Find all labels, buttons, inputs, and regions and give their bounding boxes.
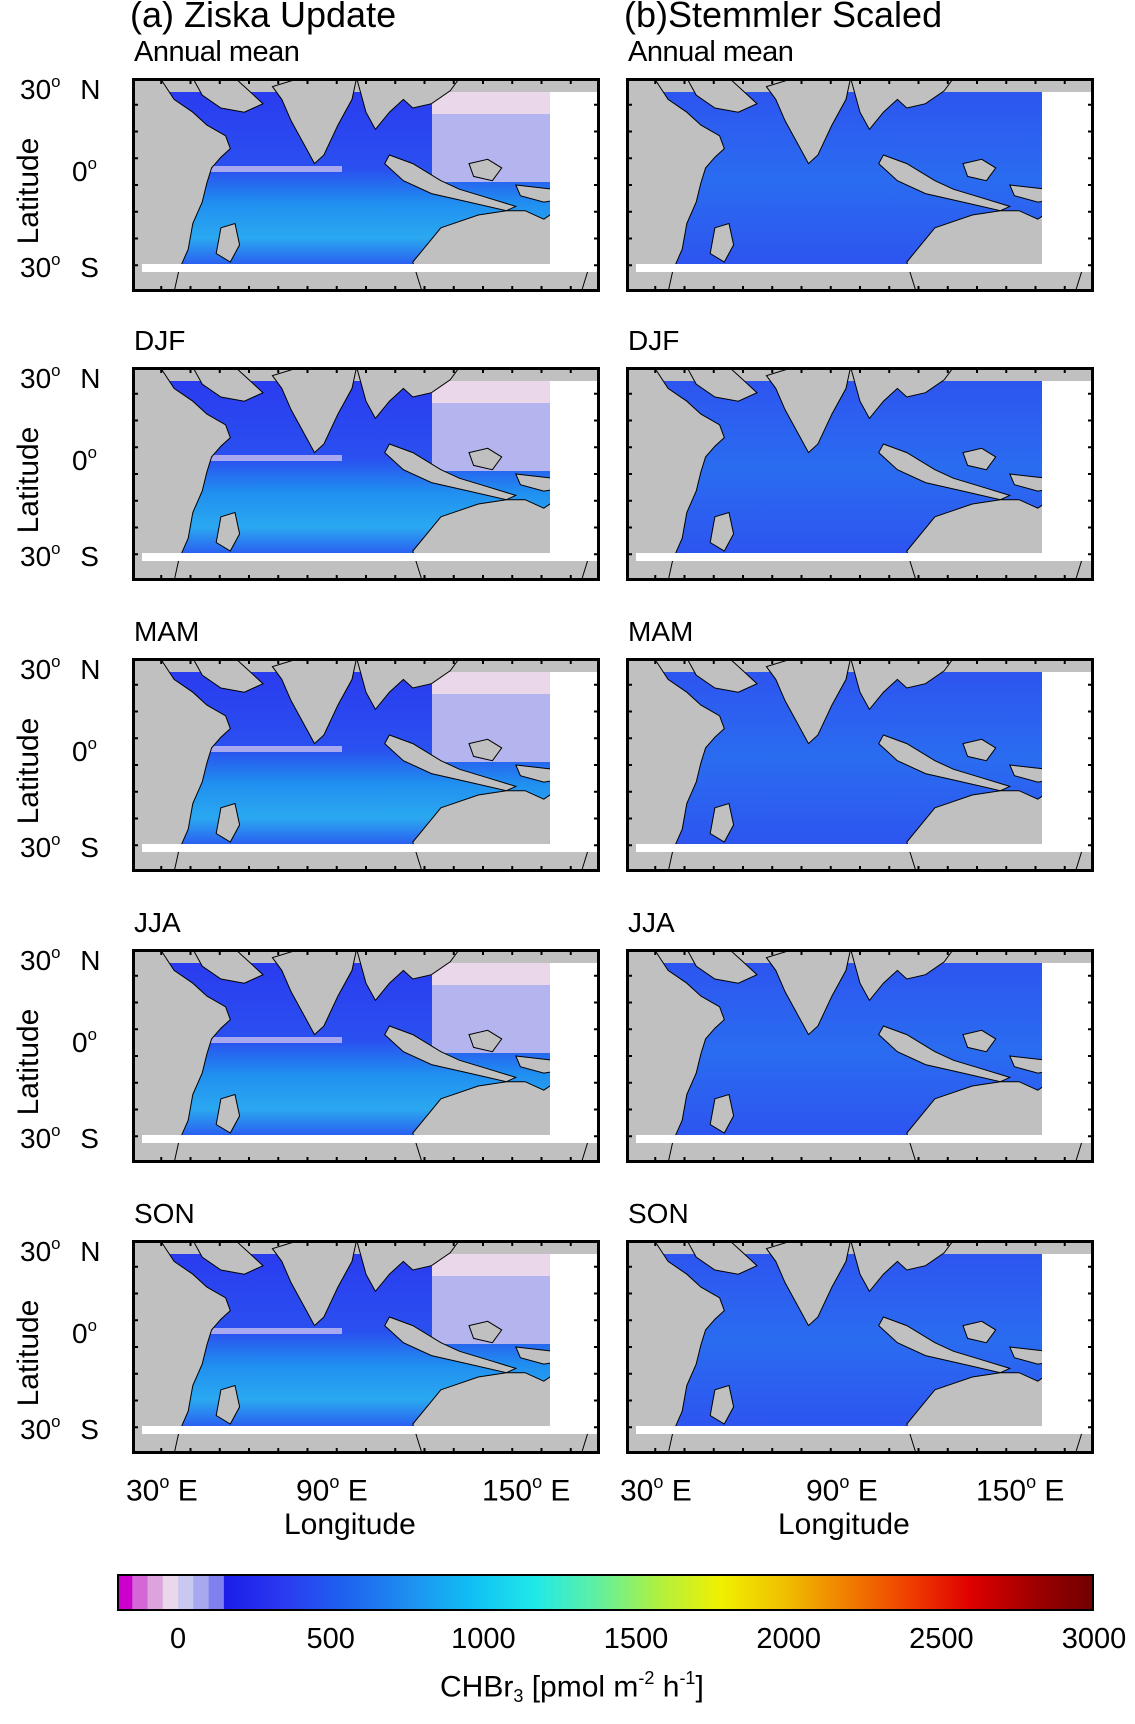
lon-tick-label: 150o E	[482, 1472, 571, 1508]
lat-tick-label: 30o S	[20, 1121, 99, 1154]
season-label-b: DJF	[628, 325, 680, 356]
lat-tick-label: 0o	[72, 1316, 97, 1349]
map-panel-b-3	[626, 949, 1094, 1163]
map-panel-a-4	[132, 1240, 600, 1454]
colorbar-tick-label: 1000	[451, 1623, 516, 1655]
lat-tick-label: 30o S	[20, 830, 99, 863]
map-panel-b-4	[626, 1240, 1094, 1454]
season-label-b: JJA	[628, 907, 675, 938]
lat-tick-label: 30o N	[20, 652, 101, 685]
colorbar-label: CHBr3 [pmol m-2 h-1]	[440, 1668, 704, 1706]
lat-tick-label: 30o S	[20, 1412, 99, 1445]
map-graphic	[132, 1240, 600, 1454]
lon-axis-label: Longitude	[284, 1508, 416, 1541]
map-graphic	[132, 658, 600, 872]
lon-tick-label: 90o E	[296, 1472, 368, 1508]
colorbar	[117, 1574, 1095, 1611]
lon-tick-label: 150o E	[976, 1472, 1065, 1508]
season-label-b: Annual mean	[628, 36, 794, 68]
season-label-a: JJA	[134, 907, 181, 938]
colorbar-gradient	[117, 1574, 1095, 1611]
map-graphic	[132, 367, 600, 581]
colorbar-tick-label: 500	[306, 1623, 355, 1655]
map-panel-b-1	[626, 367, 1094, 581]
lat-tick-label: 30o N	[20, 72, 101, 105]
colorbar-tick-label: 3000	[1061, 1623, 1127, 1655]
lon-axis-label: Longitude	[778, 1508, 910, 1541]
colorbar-tick-label: 1500	[603, 1623, 669, 1655]
lat-tick-label: 0o	[72, 1025, 97, 1058]
season-label-a: SON	[134, 1198, 195, 1229]
lat-tick-label: 30o S	[20, 250, 99, 283]
season-label-b: SON	[628, 1198, 689, 1229]
lat-tick-label: 30o S	[20, 539, 99, 572]
lat-tick-label: 0o	[72, 154, 97, 187]
column-title-a: (a) Ziska Update	[130, 0, 397, 35]
lat-tick-label: 30o N	[20, 1234, 101, 1267]
lat-axis-label: Latitude	[12, 426, 45, 534]
lat-axis-label: Latitude	[12, 137, 45, 245]
lon-tick-label: 90o E	[806, 1472, 878, 1508]
colorbar-tick-label: 2000	[756, 1623, 821, 1655]
map-panel-a-2	[132, 658, 600, 872]
lat-tick-label: 30o N	[20, 361, 101, 394]
map-graphic	[626, 367, 1094, 581]
map-graphic	[626, 658, 1094, 872]
map-graphic	[626, 78, 1094, 292]
map-panel-a-0	[132, 78, 600, 292]
map-graphic	[626, 1240, 1094, 1454]
map-panel-a-3	[132, 949, 600, 1163]
map-panel-b-0	[626, 78, 1094, 292]
season-label-a: DJF	[134, 325, 186, 356]
lat-axis-label: Latitude	[12, 1299, 45, 1407]
map-panel-a-1	[132, 367, 600, 581]
season-label-a: MAM	[134, 616, 200, 647]
lat-tick-label: 0o	[72, 443, 97, 476]
map-graphic	[626, 949, 1094, 1163]
lat-tick-label: 30o N	[20, 943, 101, 976]
map-panel-b-2	[626, 658, 1094, 872]
season-label-a: Annual mean	[134, 36, 300, 68]
season-label-b: MAM	[628, 616, 694, 647]
column-title-b: (b)Stemmler Scaled	[624, 0, 943, 35]
map-graphic	[132, 949, 600, 1163]
lat-axis-label: Latitude	[12, 1008, 45, 1116]
lon-tick-label: 30o E	[620, 1472, 692, 1508]
map-graphic	[132, 78, 600, 292]
lat-axis-label: Latitude	[12, 717, 45, 825]
lon-tick-label: 30o E	[126, 1472, 198, 1508]
colorbar-tick-label: 0	[169, 1623, 187, 1655]
lat-tick-label: 0o	[72, 734, 97, 767]
colorbar-tick-label: 2500	[909, 1623, 974, 1655]
